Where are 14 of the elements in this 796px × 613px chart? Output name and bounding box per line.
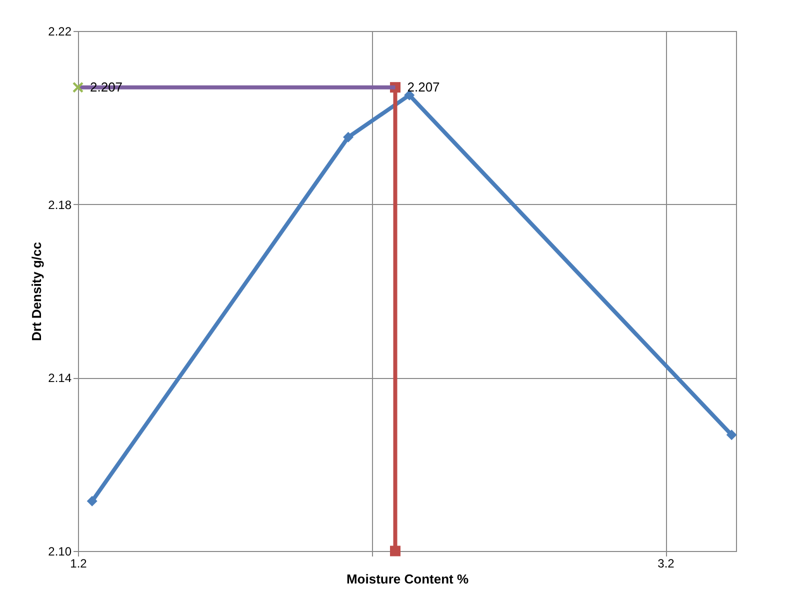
x-tick-label: 1.2 <box>70 556 88 570</box>
point <box>86 496 98 506</box>
y-tick-label: 2.14 <box>48 371 72 386</box>
point <box>390 546 400 556</box>
x-axis-title: Moisture Content % <box>346 572 469 586</box>
annotation: 2.207 <box>407 79 440 94</box>
y-tick-label: 2.22 <box>48 24 72 38</box>
point <box>343 132 354 142</box>
point <box>72 82 84 93</box>
y-tick-label: 2.18 <box>48 198 72 212</box>
y-tick-label: 2.10 <box>48 544 72 558</box>
point <box>726 430 737 440</box>
x-tick-label: 3.2 <box>658 556 675 570</box>
y-axis-title: Drt Density g/cc <box>29 242 44 341</box>
